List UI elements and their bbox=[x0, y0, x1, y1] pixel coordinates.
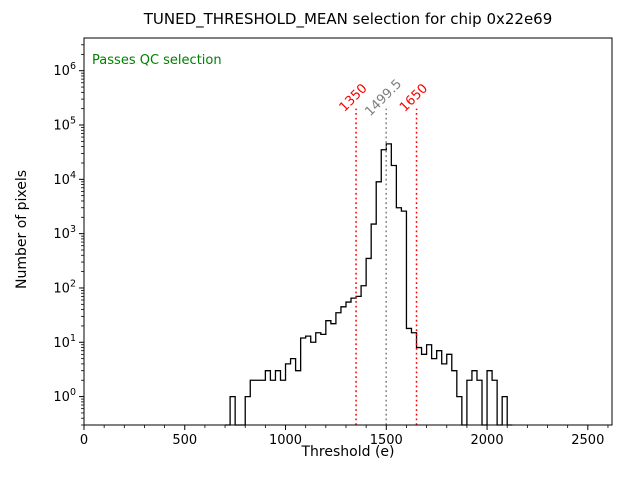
qc-annotation: Passes QC selection bbox=[92, 52, 222, 68]
svg-text:0: 0 bbox=[80, 433, 88, 448]
svg-text:1000: 1000 bbox=[269, 433, 302, 448]
svg-text:106: 106 bbox=[53, 61, 76, 79]
svg-text:2500: 2500 bbox=[571, 433, 604, 448]
vline-label-1499.5: 1499.5 bbox=[362, 77, 405, 120]
svg-text:100: 100 bbox=[53, 387, 76, 405]
svg-text:500: 500 bbox=[172, 433, 197, 448]
svg-text:105: 105 bbox=[53, 116, 76, 134]
svg-text:2000: 2000 bbox=[471, 433, 504, 448]
svg-text:104: 104 bbox=[53, 170, 76, 188]
svg-text:1500: 1500 bbox=[370, 433, 403, 448]
svg-text:102: 102 bbox=[53, 278, 76, 296]
histogram-step-line bbox=[225, 143, 513, 426]
axis-ticks: 0 500 1000 1500 2000 2500 100 101 102 103 104 105 10… bbox=[53, 44, 609, 448]
x-axis-label: Threshold (e) bbox=[301, 444, 395, 460]
histogram-series bbox=[225, 143, 513, 426]
svg-text:101: 101 bbox=[53, 333, 76, 351]
chart-title: TUNED_THRESHOLD_MEAN selection for chip … bbox=[143, 10, 553, 28]
svg-text:103: 103 bbox=[53, 224, 76, 242]
axes-spines bbox=[83, 37, 613, 426]
